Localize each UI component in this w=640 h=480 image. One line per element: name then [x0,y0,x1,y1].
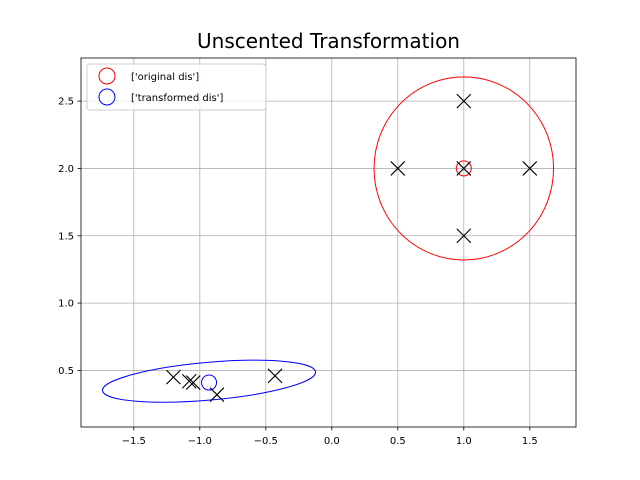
legend-marker [98,67,116,85]
y-tick-label: 0.5 [58,366,74,377]
x-marker-stroke [456,228,472,244]
x-marker-stroke [166,369,181,385]
transformed-sigma-point [185,375,201,390]
legend-marker [98,88,116,106]
series-2-covariance-ellipse [102,359,317,403]
x-tick-label: −0.5 [254,436,278,447]
x-marker-stroke [522,161,538,176]
original-sigma-point [456,161,472,176]
y-tick-label: 1.5 [58,231,74,242]
series-1-covariance-ellipse [373,76,555,261]
original-sigma-point [456,93,472,109]
x-marker-stroke [456,161,472,176]
original-sigma-point [522,161,538,176]
transformed-sigma-point [166,369,181,385]
original-sigma-point [456,228,472,244]
y-tick-label: 2.5 [58,97,74,108]
legend-label: ['transformed dis'] [131,93,223,104]
x-tick-label: −1.0 [188,436,212,447]
x-marker-stroke [209,387,225,403]
x-tick-label: −1.5 [122,436,146,447]
x-tick-label: 1.0 [456,436,472,447]
x-marker-stroke [181,373,197,389]
transformed-sigma-point [209,387,225,403]
transformed-sigma-point [181,373,197,389]
y-tick-label: 1.0 [58,299,74,310]
plot-area [102,76,555,403]
x-marker-stroke [456,93,472,109]
transformed-sigma-point [267,368,283,384]
x-marker-stroke [185,375,201,390]
x-marker-stroke [390,161,406,176]
legend: ['original dis'] ['transformed dis'] [86,63,267,111]
y-tick-label: 2.0 [58,164,74,175]
legend-box [86,63,267,111]
x-tick-label: 0.5 [390,436,406,447]
axes-frame [80,57,577,428]
x-tick-label: 1.5 [522,436,538,447]
grid-lines [81,58,576,427]
x-marker-stroke [267,368,283,384]
x-tick-label: 0.0 [324,436,340,447]
chart-title: Unscented Transformation [197,29,460,53]
axis-ticks: −1.5 −1.0 −0.5 0.0 0.5 1.0 1.5 0.5 1.0 1.5 2.0 2.5 [58,97,538,447]
plot-frame [80,57,577,428]
series-2-mean-marker [201,374,218,391]
legend-label: ['original dis'] [131,72,199,83]
series-1-mean-marker [455,160,472,177]
original-sigma-point [390,161,406,176]
